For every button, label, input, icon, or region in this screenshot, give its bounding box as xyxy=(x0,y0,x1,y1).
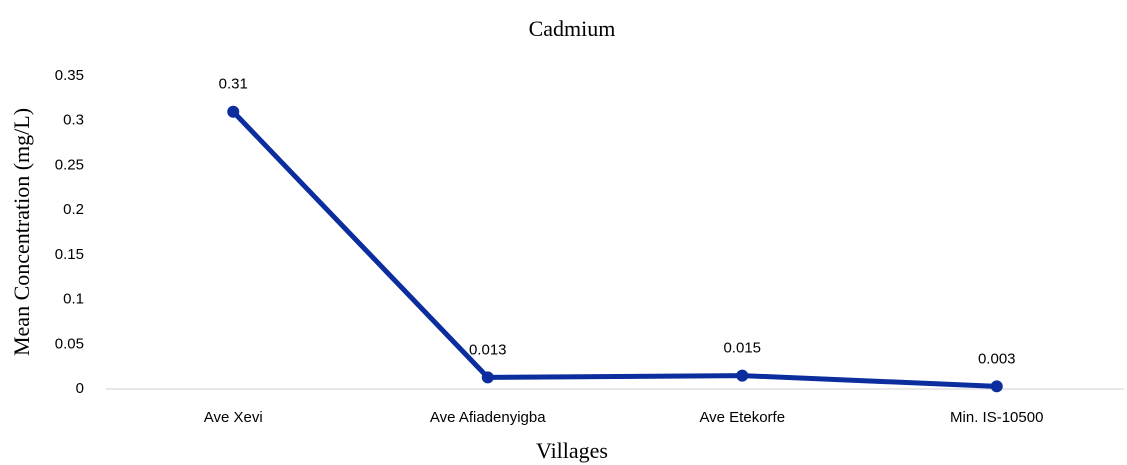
data-point xyxy=(481,371,494,384)
data-label: 0.015 xyxy=(723,340,761,357)
data-point xyxy=(990,380,1003,393)
x-tick-label: Ave Etekorfe xyxy=(699,409,785,426)
x-tick-label: Ave Afiadenyigba xyxy=(430,409,546,426)
x-tick-label: Ave Xevi xyxy=(204,409,263,426)
y-tick-label: 0.35 xyxy=(55,67,84,84)
y-tick-label: 0.2 xyxy=(63,201,84,218)
data-label: 0.31 xyxy=(219,76,248,93)
data-label: 0.013 xyxy=(469,341,507,358)
data-line xyxy=(231,110,997,389)
x-axis-title: Villages xyxy=(536,438,608,463)
x-tick-label: Min. IS-10500 xyxy=(950,409,1043,426)
y-axis-title: Mean Concentration (mg/L) xyxy=(9,108,34,356)
y-tick-label: 0.3 xyxy=(63,112,84,129)
data-point xyxy=(736,369,749,382)
data-point xyxy=(227,105,240,118)
data-label: 0.003 xyxy=(978,350,1016,367)
y-tick-label: 0.15 xyxy=(55,246,84,263)
y-tick-label: 0.05 xyxy=(55,335,84,352)
y-tick-label: 0 xyxy=(76,380,84,397)
chart-title: Cadmium xyxy=(529,16,616,41)
y-tick-label: 0.25 xyxy=(55,156,84,173)
y-tick-label: 0.1 xyxy=(63,291,84,308)
